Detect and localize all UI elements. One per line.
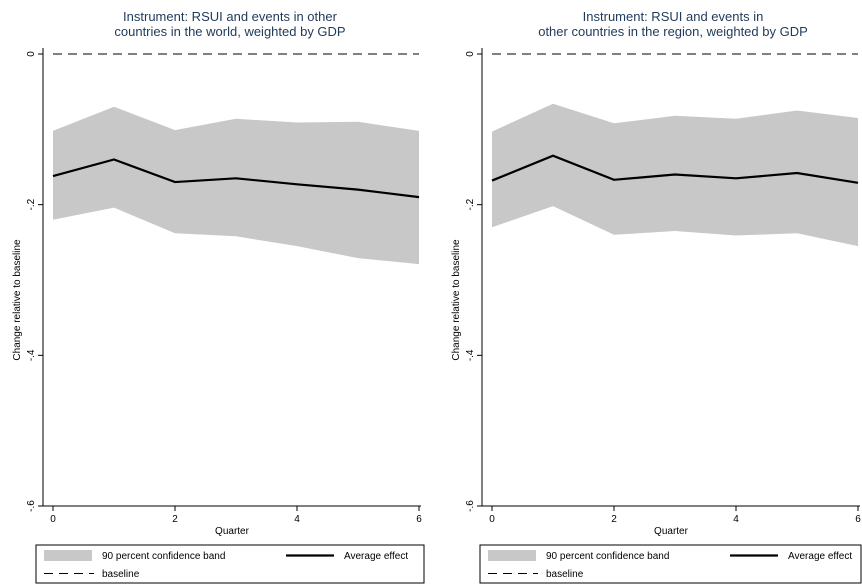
- chart-title-line: countries in the world, weighted by GDP: [114, 24, 345, 39]
- x-tick-label: 4: [294, 514, 300, 525]
- average-effect-line: [52, 158, 420, 199]
- x-tick-label: 0: [50, 514, 56, 525]
- y-tick-label: 0: [465, 51, 476, 57]
- y-tick-label: -.2: [465, 198, 476, 210]
- average-effect-line: [491, 154, 859, 184]
- y-tick-label: -.6: [465, 500, 476, 512]
- y-axis-label: Change relative to baseline: [451, 239, 462, 361]
- chart-title-line: Instrument: RSUI and events in: [583, 9, 764, 24]
- legend-label-baseline: baseline: [546, 569, 584, 580]
- legend-label-band: 90 percent confidence band: [102, 551, 225, 562]
- legend-swatch-band: [488, 550, 536, 561]
- y-axis-label: Change relative to baseline: [12, 239, 23, 361]
- legend: 90 percent confidence band Average effect…: [35, 544, 425, 584]
- legend-label-band: 90 percent confidence band: [546, 551, 669, 562]
- x-tick-label: 2: [172, 514, 178, 525]
- x-tick-label: 2: [611, 514, 617, 525]
- y-tick-label: -.6: [26, 500, 37, 512]
- y-tick-label: -.4: [465, 349, 476, 361]
- chart-title-line: Instrument: RSUI and events in other: [123, 9, 338, 24]
- y-tick-label: -.2: [26, 198, 37, 210]
- legend-swatch-band: [44, 550, 92, 561]
- y-tick-label: 0: [26, 51, 37, 57]
- x-tick-label: 6: [855, 514, 861, 525]
- legend-box: [35, 544, 425, 584]
- x-tick-label: 4: [733, 514, 739, 525]
- x-tick-label: 0: [489, 514, 495, 525]
- y-tick-label: -.4: [26, 349, 37, 361]
- legend: 90 percent confidence band Average effect…: [479, 544, 862, 584]
- legend-label-average: Average effect: [344, 551, 408, 562]
- confidence-band: [53, 106, 419, 265]
- chart-panel-1: Instrument: RSUI and events in othercoun…: [12, 9, 425, 584]
- chart-title-line: other countries in the region, weighted …: [538, 24, 808, 39]
- legend-label-average: Average effect: [788, 551, 852, 562]
- x-tick-label: 6: [416, 514, 422, 525]
- legend-box: [479, 544, 862, 584]
- x-axis-label: Quarter: [215, 526, 250, 537]
- x-axis-label: Quarter: [654, 526, 689, 537]
- legend-label-baseline: baseline: [102, 569, 140, 580]
